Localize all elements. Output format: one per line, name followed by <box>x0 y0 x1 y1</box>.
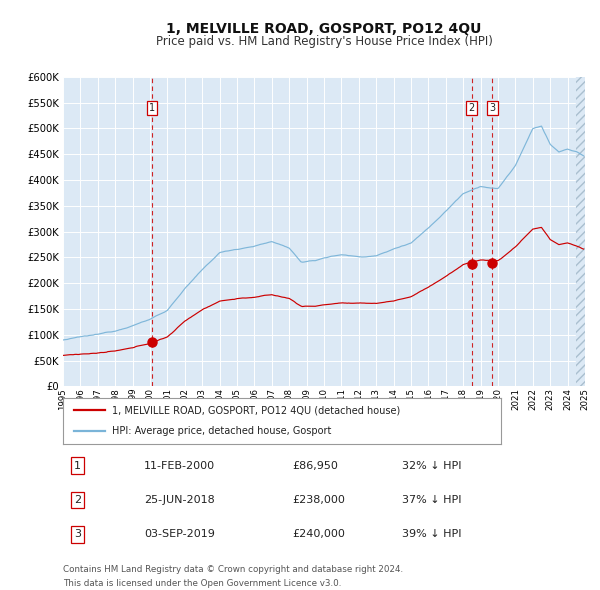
Text: Contains HM Land Registry data © Crown copyright and database right 2024.: Contains HM Land Registry data © Crown c… <box>63 565 403 574</box>
Text: £238,000: £238,000 <box>293 495 346 505</box>
Text: 32% ↓ HPI: 32% ↓ HPI <box>403 461 462 471</box>
Bar <box>576 77 585 386</box>
Text: £240,000: £240,000 <box>293 529 346 539</box>
Bar <box>576 77 585 386</box>
Text: 1, MELVILLE ROAD, GOSPORT, PO12 4QU (detached house): 1, MELVILLE ROAD, GOSPORT, PO12 4QU (det… <box>112 405 401 415</box>
Text: Price paid vs. HM Land Registry's House Price Index (HPI): Price paid vs. HM Land Registry's House … <box>155 35 493 48</box>
Text: £86,950: £86,950 <box>293 461 338 471</box>
Text: 25-JUN-2018: 25-JUN-2018 <box>144 495 215 505</box>
Text: 1: 1 <box>149 103 155 113</box>
Text: 3: 3 <box>74 529 81 539</box>
Text: 2: 2 <box>469 103 475 113</box>
Text: 37% ↓ HPI: 37% ↓ HPI <box>403 495 462 505</box>
Text: 1, MELVILLE ROAD, GOSPORT, PO12 4QU: 1, MELVILLE ROAD, GOSPORT, PO12 4QU <box>166 22 482 37</box>
Text: 39% ↓ HPI: 39% ↓ HPI <box>403 529 462 539</box>
Text: 2: 2 <box>74 495 81 505</box>
Text: 3: 3 <box>490 103 496 113</box>
Text: HPI: Average price, detached house, Gosport: HPI: Average price, detached house, Gosp… <box>112 426 332 436</box>
Text: 11-FEB-2000: 11-FEB-2000 <box>144 461 215 471</box>
Text: 1: 1 <box>74 461 81 471</box>
Text: This data is licensed under the Open Government Licence v3.0.: This data is licensed under the Open Gov… <box>63 579 341 588</box>
Text: 03-SEP-2019: 03-SEP-2019 <box>144 529 215 539</box>
